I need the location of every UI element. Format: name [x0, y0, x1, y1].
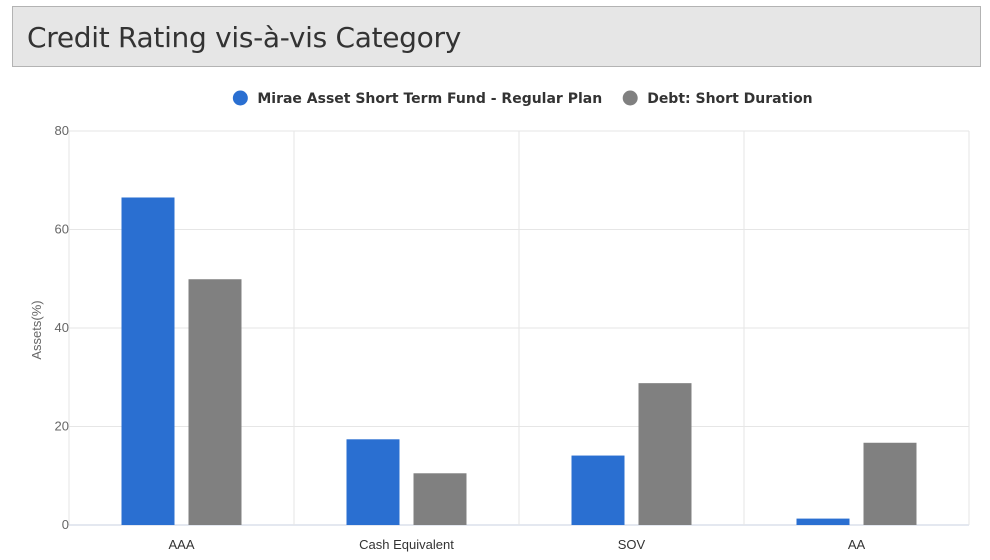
bar-0-0[interactable] [121, 197, 175, 526]
chart-section-title: Credit Rating vis-à-vis Category [27, 21, 461, 54]
x-tick-label: AAA [168, 537, 194, 552]
bars [121, 197, 917, 526]
x-tick-label: Cash Equivalent [359, 537, 454, 552]
legend-item-0[interactable]: Mirae Asset Short Term Fund - Regular Pl… [232, 90, 602, 108]
y-tick-label: 60 [55, 222, 69, 237]
bar-0-2[interactable] [571, 455, 625, 525]
bar-1-1[interactable] [413, 473, 467, 525]
y-axis-ticks: 0 20 40 60 80 [55, 123, 69, 532]
bar-0-1[interactable] [346, 439, 400, 525]
legend: Mirae Asset Short Term Fund - Regular Pl… [232, 90, 813, 108]
y-tick-label: 40 [55, 320, 69, 335]
bar-1-2[interactable] [638, 383, 692, 525]
y-axis-title: Assets(%) [29, 300, 44, 359]
legend-marker [622, 90, 638, 106]
bar-1-3[interactable] [863, 442, 917, 525]
bar-1-0[interactable] [188, 279, 242, 525]
legend-label: Debt: Short Duration [647, 91, 812, 107]
bar-0-3[interactable] [796, 518, 850, 525]
chart-header: Credit Rating vis-à-vis Category [12, 6, 981, 67]
legend-marker [232, 90, 248, 106]
x-tick-label: AA [848, 537, 866, 552]
y-tick-label: 0 [62, 517, 69, 532]
y-tick-label: 80 [55, 123, 69, 138]
legend-label: Mirae Asset Short Term Fund - Regular Pl… [257, 91, 602, 107]
y-tick-label: 20 [55, 419, 69, 434]
legend-item-1[interactable]: Debt: Short Duration [622, 90, 813, 108]
x-axis-ticks: AAA Cash Equivalent SOV AA [168, 537, 865, 552]
x-tick-label: SOV [618, 537, 646, 552]
